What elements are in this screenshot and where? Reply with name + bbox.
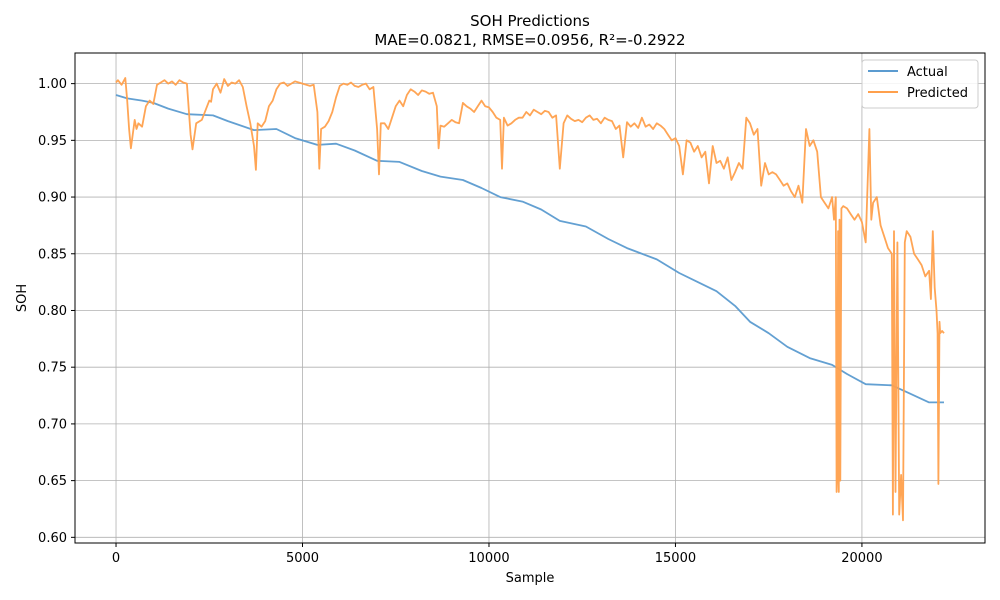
y-axis-label: SOH (15, 284, 30, 312)
legend: Actual Predicted (861, 59, 979, 109)
chart-title: SOH Predictions (470, 12, 590, 30)
x-tick-label: 0 (112, 551, 120, 566)
x-tick-label: 15000 (655, 551, 696, 566)
plot-frame (74, 52, 986, 544)
y-tick-label: 1.00 (38, 77, 67, 92)
series-line-predicted (115, 77, 945, 522)
y-tick-label: 0.60 (38, 531, 67, 546)
x-tick-label: 20000 (841, 551, 882, 566)
legend-label-actual: Actual (907, 65, 948, 80)
grid-lines (75, 53, 985, 543)
y-tick-label: 0.80 (38, 304, 67, 319)
x-tick-label: 10000 (468, 551, 509, 566)
axis-ticks: 0 5000 10000 15000 20000 0.60 0.65 0.70 0.75 0.80… (38, 77, 883, 566)
legend-label-predicted: Predicted (907, 86, 968, 101)
y-tick-label: 0.95 (38, 134, 67, 149)
x-axis-label: Sample (506, 571, 555, 586)
chart-subtitle: MAE=0.0821, RMSE=0.0956, R²=-0.2922 (374, 31, 685, 49)
plot-series (115, 77, 945, 522)
y-tick-label: 0.65 (38, 474, 67, 489)
x-tick-label: 5000 (286, 551, 319, 566)
y-tick-label: 0.70 (38, 417, 67, 432)
y-tick-label: 0.75 (38, 361, 67, 376)
series-line-actual (115, 94, 944, 404)
y-tick-label: 0.85 (38, 247, 67, 262)
y-tick-label: 0.90 (38, 191, 67, 206)
